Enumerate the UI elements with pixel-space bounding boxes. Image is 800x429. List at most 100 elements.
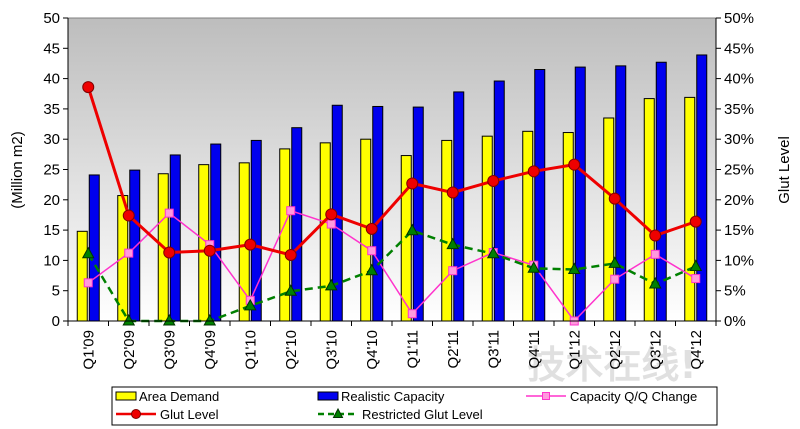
x-tick-label: Q3'11 [485,330,502,368]
bar-area-demand [522,130,534,322]
x-tick-label: Q2'10 [283,330,300,370]
point-restricted-glut-level [324,278,338,291]
legend-label: Restricted Glut Level [362,407,483,422]
point-glut-level [527,165,540,178]
legend-item-glut-level: Glut Level [116,407,219,422]
point-capacity-qq-change [691,274,701,284]
point-restricted-glut-level [527,261,541,273]
y-tick-label: 45 [43,40,60,57]
point-capacity-qq-change [650,249,660,259]
bar-area-demand [76,230,88,322]
legend-label: Realistic Capacity [341,389,445,404]
bar-area-demand [441,139,453,322]
point-glut-level [244,238,257,251]
point-restricted-glut-level [567,262,581,274]
bar-realistic-capacity [372,105,384,322]
bar-realistic-capacity [412,106,424,322]
bar-area-demand [603,117,615,322]
point-restricted-glut-level [608,256,622,268]
y-tick-label: 20 [43,192,60,209]
x-tick-label: Q2'11 [445,330,462,368]
point-glut-level [689,215,702,228]
point-glut-level [325,208,338,221]
legend-item-realistic-capacity: Realistic Capacity [317,389,445,404]
point-glut-level [365,222,378,235]
point-capacity-qq-change [610,274,620,284]
y-right-tick-label: 50% [724,10,754,27]
x-tick-label: Q4'12 [688,330,705,370]
point-restricted-glut-level [405,223,419,236]
bar-area-demand [481,135,493,322]
bar-realistic-capacity [453,91,465,322]
y-axis-title: (Million m2) [9,131,26,209]
point-glut-level [568,158,581,171]
bar-area-demand [684,96,696,322]
point-capacity-qq-change [83,278,93,288]
legend: Area Demand Realistic Capacity Capacity Q/… [111,386,718,426]
point-restricted-glut-level [284,284,298,296]
y-right-tick-label: 5% [724,283,746,300]
point-capacity-qq-change [164,208,174,218]
y-right-tick-label: 15% [724,222,754,239]
x-tick-label: Q1'10 [242,330,259,370]
point-glut-level [163,246,176,259]
legend-marker [542,392,550,400]
bar-realistic-capacity [129,169,141,322]
legend-item-restricted-glut-level: Restricted Glut Level [318,407,483,422]
bar-realistic-capacity [574,66,586,322]
point-glut-level [446,186,459,199]
legend-item-capacity-q-q-change: Capacity Q/Q Change [526,389,697,404]
y-tick-label: 30 [43,131,60,148]
y-right-tick-label: 30% [724,131,754,148]
y-tick-label: 35 [43,101,60,118]
point-glut-level [284,248,297,261]
point-restricted-glut-level [486,246,500,259]
x-tick-label: Q1'12 [566,330,583,370]
point-restricted-glut-level [122,313,136,326]
legend-marker [131,409,141,419]
point-restricted-glut-level [365,263,379,276]
point-capacity-qq-change [326,219,336,229]
x-tick-label: Q4'10 [364,330,381,370]
line-capacity-q-q-change [87,209,697,323]
point-restricted-glut-level [203,313,217,326]
point-glut-level [82,81,95,94]
legend-marker [332,407,344,418]
x-tick-label: Q3'12 [647,330,664,370]
line-restricted-glut-level [87,229,697,323]
point-capacity-qq-change [124,248,134,258]
point-restricted-glut-level [81,246,95,259]
legend-item-area-demand: Area Demand [115,389,219,404]
legend-label: Area Demand [139,389,219,404]
point-restricted-glut-level [162,313,176,326]
legend-label: Capacity Q/Q Change [570,389,697,404]
y-tick-label: 50 [43,10,60,27]
y-right-axis-title: Glut Level [776,136,793,204]
legend-swatch [115,391,137,401]
bar-realistic-capacity [88,174,100,322]
point-glut-level [122,209,135,222]
x-tick-label: Q4'09 [202,330,219,370]
y-tick-label: 0 [52,313,60,330]
y-right-tick-label: 45% [724,40,754,57]
y-right-tick-label: 40% [724,71,754,88]
x-tick-label: Q2'12 [607,330,624,370]
y-tick-label: 40 [43,71,60,88]
y-right-tick-label: 0% [724,313,746,330]
line-glut-level [86,86,697,257]
legend-box [111,386,718,426]
y-right-tick-label: 25% [724,162,754,179]
point-glut-level [487,175,500,188]
x-tick-label: Q1'11 [404,330,421,368]
y-tick-label: 15 [43,222,60,239]
y-tick-label: 25 [43,162,60,179]
y-right-tick-label: 20% [724,192,754,209]
point-restricted-glut-level [446,237,460,250]
point-restricted-glut-level [648,276,662,289]
legend-swatch [317,391,339,401]
x-tick-label: Q4'11 [526,330,543,368]
y-tick-label: 5 [52,283,60,300]
point-restricted-glut-level [243,298,257,311]
bar-realistic-capacity [210,143,222,322]
watermark: 技术在线! [527,343,696,387]
